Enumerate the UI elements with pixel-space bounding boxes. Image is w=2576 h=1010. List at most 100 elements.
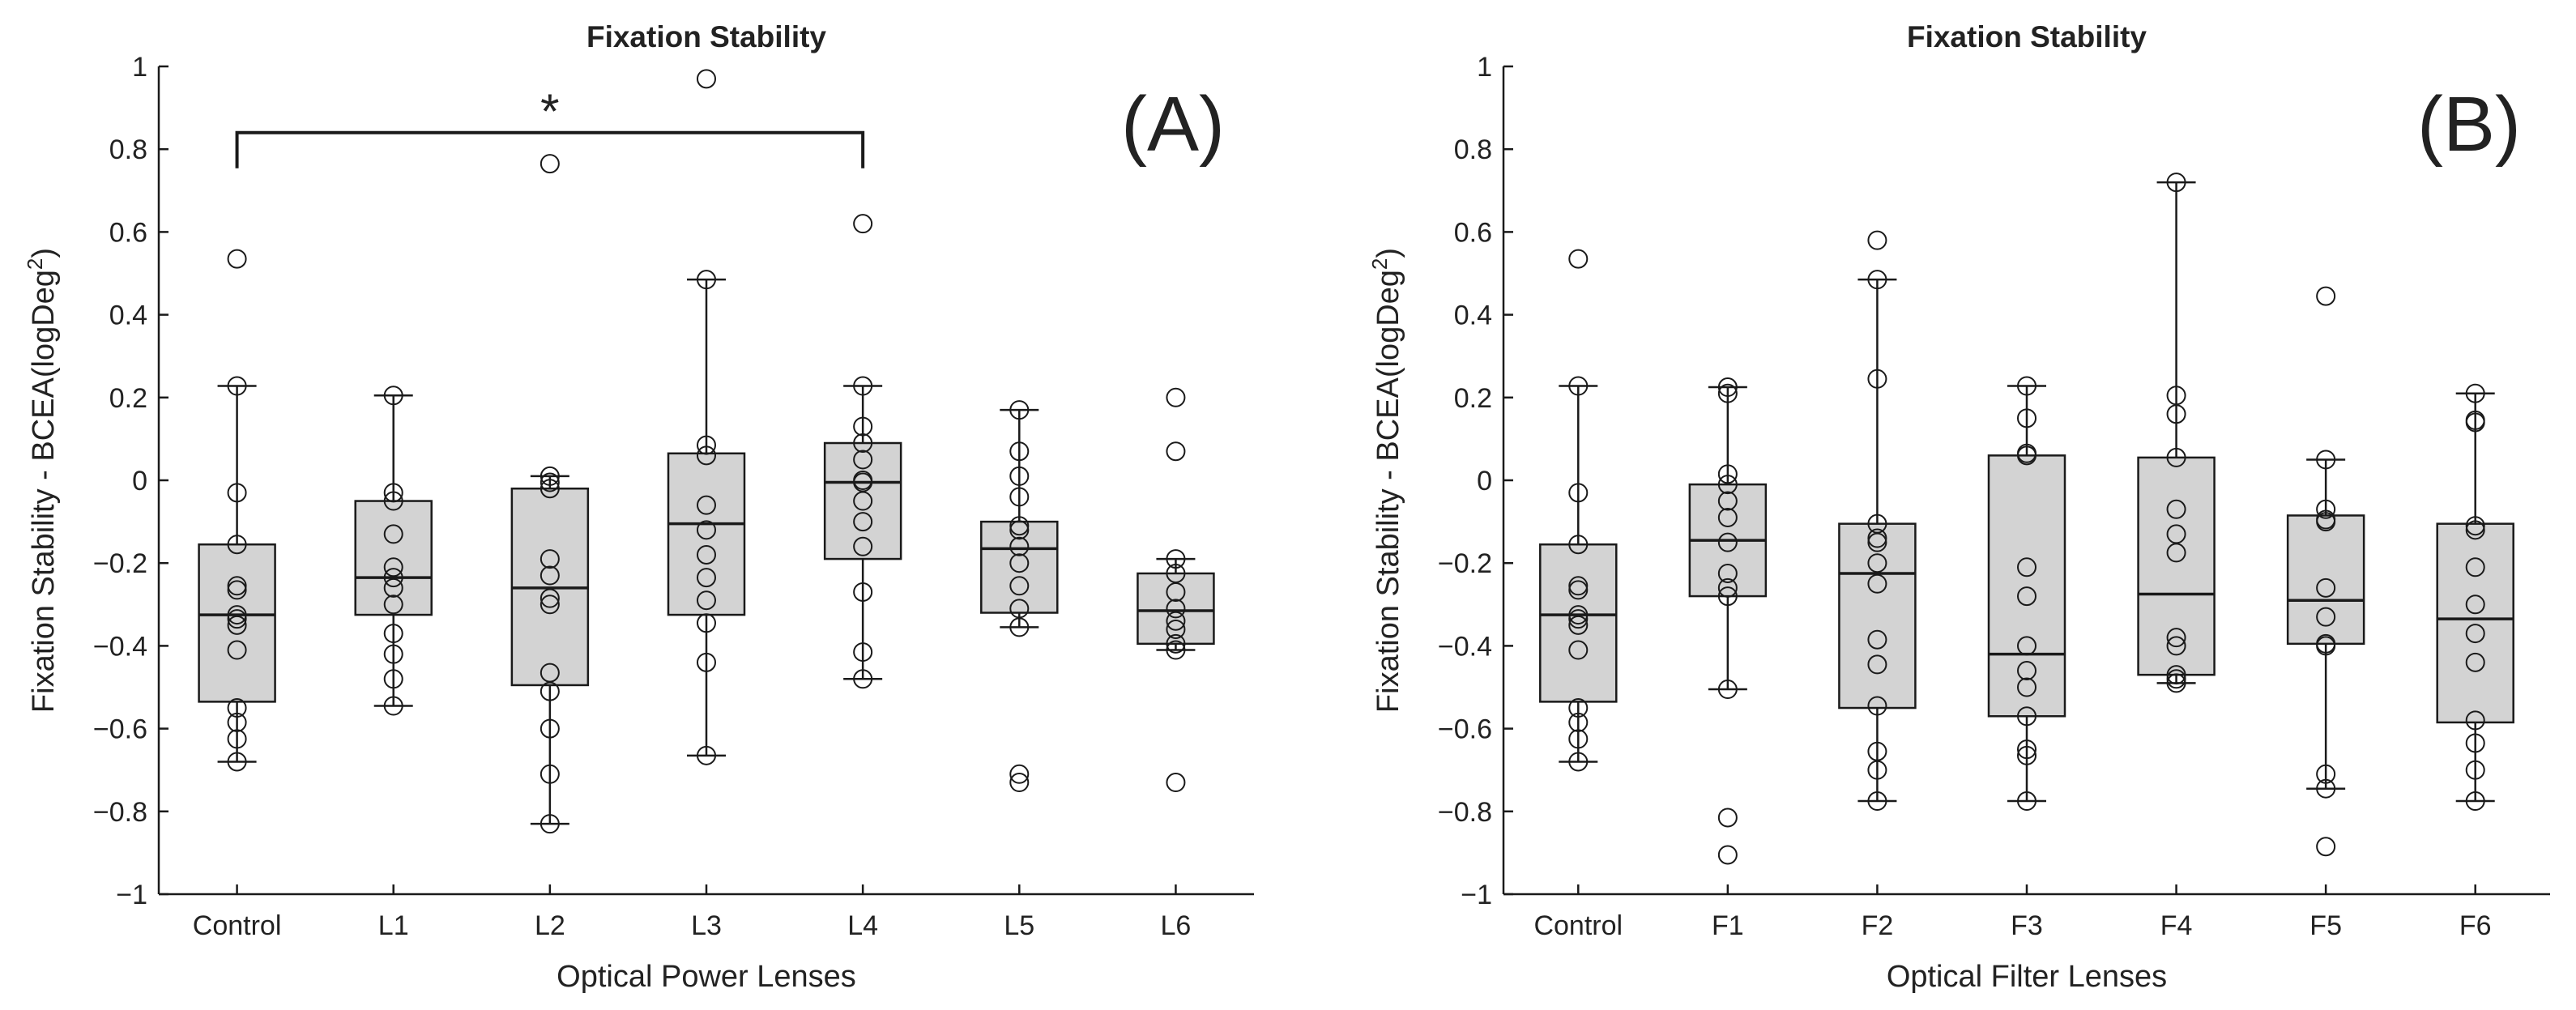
data-point bbox=[1568, 609, 1589, 629]
data-point bbox=[2017, 706, 2036, 727]
data-point bbox=[540, 472, 560, 492]
data-point bbox=[1717, 507, 1738, 527]
x-tick-label: F1 bbox=[1712, 910, 1744, 941]
y-tick-label: −0.6 bbox=[93, 714, 147, 745]
data-point bbox=[1867, 791, 1887, 812]
data-point bbox=[540, 549, 560, 569]
data-point bbox=[540, 764, 560, 784]
data-point bbox=[2166, 173, 2186, 193]
data-point bbox=[697, 652, 716, 672]
data-point bbox=[2316, 607, 2336, 627]
data-point bbox=[2017, 586, 2036, 607]
box-group-f2 bbox=[1838, 230, 1917, 812]
data-point bbox=[2166, 636, 2186, 656]
data-point bbox=[697, 568, 716, 588]
panel-b: −1 −0.8 −0.6 −0.4 −0.2 0 0.2 0.4 0.6 0.8 1 Control F… bbox=[1367, 20, 2550, 994]
y-axis-label-close: ) bbox=[1371, 248, 1405, 258]
data-point bbox=[1166, 441, 1186, 462]
data-point bbox=[1717, 491, 1738, 511]
data-point bbox=[227, 483, 247, 503]
box-group-f1 bbox=[1688, 377, 1768, 865]
data-point bbox=[383, 568, 403, 588]
data-point bbox=[697, 270, 716, 290]
data-point bbox=[383, 386, 403, 406]
data-point bbox=[1867, 654, 1887, 675]
data-point bbox=[1717, 586, 1738, 607]
data-point bbox=[1166, 619, 1186, 639]
data-point bbox=[540, 466, 560, 486]
data-point bbox=[1568, 580, 1589, 600]
data-point bbox=[2465, 791, 2485, 812]
data-point bbox=[2465, 412, 2485, 433]
data-point bbox=[2316, 577, 2336, 598]
data-point bbox=[853, 450, 873, 470]
data-point bbox=[853, 214, 873, 234]
data-point bbox=[227, 615, 247, 635]
data-point bbox=[697, 613, 716, 633]
iqr-box bbox=[1987, 454, 2066, 718]
box-group-f4 bbox=[2137, 173, 2216, 693]
y-axis-label-text: Fixation Stability - BCEA(logDeg bbox=[1371, 270, 1405, 713]
data-point bbox=[1867, 760, 1887, 780]
data-point bbox=[1009, 536, 1030, 556]
data-point bbox=[1166, 773, 1186, 793]
data-point bbox=[227, 376, 247, 396]
data-point bbox=[2166, 404, 2186, 424]
data-point bbox=[1717, 464, 1738, 484]
chart-title: Fixation Stability bbox=[1907, 20, 2147, 53]
data-point bbox=[1867, 553, 1887, 573]
data-point bbox=[697, 495, 716, 515]
data-point bbox=[1867, 629, 1887, 650]
x-tick-label: L4 bbox=[847, 910, 878, 941]
data-point bbox=[1166, 640, 1186, 660]
data-point bbox=[1867, 230, 1887, 250]
data-point bbox=[227, 712, 247, 732]
data-point bbox=[2465, 733, 2485, 753]
data-point bbox=[1867, 573, 1887, 594]
data-point bbox=[2017, 557, 2036, 577]
y-tick-label: 1 bbox=[132, 52, 147, 83]
box-group-f3 bbox=[1987, 376, 2066, 812]
data-point bbox=[540, 154, 560, 174]
y-tick-label: −1 bbox=[116, 880, 147, 910]
x-tick-label: L3 bbox=[691, 910, 722, 941]
x-tick-label: F4 bbox=[2160, 910, 2193, 941]
chart-title: Fixation Stability bbox=[586, 20, 826, 53]
box-group-control bbox=[198, 249, 276, 772]
data-point bbox=[1867, 528, 1887, 548]
data-point bbox=[1166, 387, 1186, 407]
y-tick-label: 0.4 bbox=[1454, 300, 1492, 331]
y-axis-label: Fixation Stability - BCEA(logDeg2) bbox=[1367, 248, 1405, 713]
y-tick-label: −0.2 bbox=[93, 548, 147, 579]
data-point bbox=[227, 535, 247, 555]
data-point bbox=[853, 376, 873, 396]
data-point bbox=[383, 594, 403, 615]
data-point bbox=[2465, 383, 2485, 403]
x-tick-label: F6 bbox=[2459, 910, 2492, 941]
x-tick-label: Control bbox=[193, 910, 282, 941]
data-point bbox=[853, 433, 873, 454]
x-tick-label: F5 bbox=[2309, 910, 2342, 941]
data-point bbox=[383, 644, 403, 664]
data-point bbox=[1568, 483, 1589, 503]
data-point bbox=[1568, 698, 1589, 718]
iqr-box bbox=[1137, 572, 1215, 646]
x-tick-label: Control bbox=[1533, 910, 1623, 941]
data-point bbox=[2166, 447, 2186, 467]
data-point bbox=[2017, 376, 2036, 396]
data-point bbox=[1166, 611, 1186, 631]
data-point bbox=[227, 249, 247, 269]
data-point bbox=[853, 536, 873, 556]
data-point bbox=[697, 69, 716, 89]
box-group-l5 bbox=[980, 400, 1059, 793]
x-tick-label: F3 bbox=[2011, 910, 2043, 941]
box-group-f6 bbox=[2436, 383, 2514, 812]
data-point bbox=[1166, 582, 1186, 602]
box-group-l4 bbox=[823, 214, 902, 689]
data-point bbox=[2465, 516, 2485, 536]
data-point bbox=[2316, 837, 2336, 857]
data-point bbox=[383, 669, 403, 689]
y-tick-label: −0.6 bbox=[1438, 714, 1492, 745]
data-point bbox=[2465, 760, 2485, 780]
iqr-box bbox=[667, 452, 746, 616]
